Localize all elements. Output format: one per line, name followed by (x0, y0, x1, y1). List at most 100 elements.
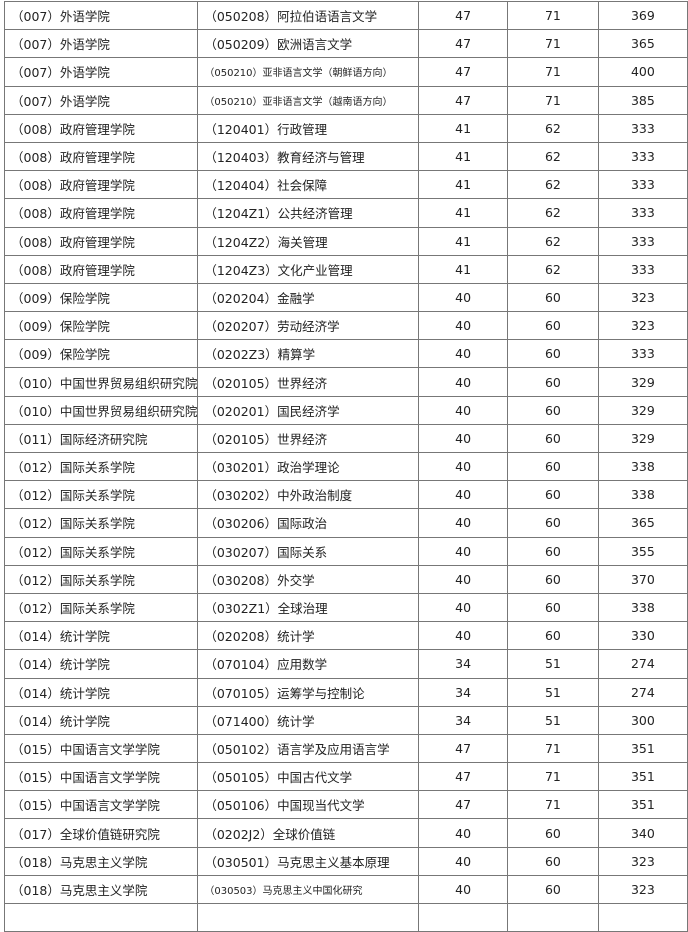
score-b-cell: 62 (507, 141, 599, 172)
table-row: （008）政府管理学院 （120401）行政管理 41 62 333 (3, 113, 688, 143)
table-row: （009）保险学院 （020207）劳动经济学 40 60 323 (3, 311, 688, 341)
table-row: （008）政府管理学院 （120403）教育经济与管理 41 62 333 (3, 141, 688, 172)
score-b-cell: 60 (507, 621, 599, 651)
major-cell: （050210）亚非语言文学（朝鲜语方向） (197, 57, 420, 87)
score-table: （007）外语学院 （050208）阿拉伯语语言文学 47 71 369 （007）外语学… (3, 0, 688, 932)
college-cell: （009）保险学院 (3, 282, 199, 313)
total-score-cell: 351 (597, 790, 688, 820)
college-cell: （012）国际关系学院 (3, 536, 199, 566)
table-row: （014）统计学院 （070105）运筹学与控制论 34 51 274 (3, 677, 688, 707)
score-b-cell: 71 (507, 85, 599, 115)
score-a-cell: 41 (418, 170, 509, 200)
table-row: （012）国际关系学院 （0302Z1）全球治理 40 60 338 (3, 592, 688, 623)
total-score-cell: 338 (597, 592, 688, 623)
college-cell: （008）政府管理学院 (3, 141, 199, 172)
major-cell: （0202J2）全球价值链 (197, 818, 420, 848)
college-cell: （008）政府管理学院 (3, 170, 199, 200)
score-a-cell: 40 (418, 339, 509, 369)
score-a-cell: 41 (418, 113, 509, 143)
major-cell: （050105）中国古代文学 (197, 762, 420, 792)
score-b-cell: 71 (507, 29, 599, 59)
total-score-cell: 333 (597, 226, 688, 256)
major-cell: （030503）马克思主义中国化研究 (197, 874, 420, 905)
total-score-cell: 338 (597, 480, 688, 510)
score-b-cell: 71 (507, 733, 599, 764)
major-cell: （020207）劳动经济学 (197, 311, 420, 341)
total-score-cell: 365 (597, 508, 688, 538)
empty-cell (197, 902, 420, 932)
score-a-cell: 40 (418, 621, 509, 651)
major-cell: （1204Z3）文化产业管理 (197, 254, 420, 284)
score-a-cell: 40 (418, 564, 509, 594)
college-cell: （018）马克思主义学院 (3, 846, 199, 876)
college-cell: （007）外语学院 (3, 29, 199, 59)
college-cell: （012）国际关系学院 (3, 480, 199, 510)
score-b-cell: 60 (507, 395, 599, 425)
total-score-cell: 400 (597, 57, 688, 87)
college-cell: （007）外语学院 (3, 0, 199, 31)
score-b-cell: 62 (507, 170, 599, 200)
score-a-cell: 40 (418, 592, 509, 623)
total-score-cell: 333 (597, 339, 688, 369)
total-score-cell: 340 (597, 818, 688, 848)
major-cell: （030201）政治学理论 (197, 451, 420, 482)
table-row: （018）马克思主义学院 （030501）马克思主义基本原理 40 60 323 (3, 846, 688, 876)
score-a-cell: 47 (418, 57, 509, 87)
major-cell: （020105）世界经济 (197, 423, 420, 454)
score-b-cell: 60 (507, 508, 599, 538)
total-score-cell: 369 (597, 0, 688, 31)
major-cell: （020208）统计学 (197, 621, 420, 651)
total-score-cell: 333 (597, 170, 688, 200)
major-cell: （030207）国际关系 (197, 536, 420, 566)
table-row: （015）中国语言文学学院 （050105）中国古代文学 47 71 351 (3, 762, 688, 792)
score-b-cell: 60 (507, 564, 599, 594)
table-row: （011）国际经济研究院 （020105）世界经济 40 60 329 (3, 423, 688, 454)
major-cell: （030208）外交学 (197, 564, 420, 594)
table-row: （015）中国语言文学学院 （050102）语言学及应用语言学 47 71 351 (3, 733, 688, 764)
table-row: （012）国际关系学院 （030208）外交学 40 60 370 (3, 564, 688, 594)
table-row: （017）全球价值链研究院 （0202J2）全球价值链 40 60 340 (3, 818, 688, 848)
total-score-cell: 333 (597, 141, 688, 172)
score-b-cell: 60 (507, 874, 599, 905)
table-row: （015）中国语言文学学院 （050106）中国现当代文学 47 71 351 (3, 790, 688, 820)
score-a-cell: 34 (418, 649, 509, 679)
total-score-cell: 323 (597, 311, 688, 341)
score-b-cell: 60 (507, 339, 599, 369)
college-cell: （014）统计学院 (3, 649, 199, 679)
empty-cell (418, 902, 509, 932)
table-row: （008）政府管理学院 （1204Z3）文化产业管理 41 62 333 (3, 254, 688, 284)
table-row: （007）外语学院 （050210）亚非语言文学（越南语方向） 47 71 385 (3, 85, 688, 115)
score-a-cell: 40 (418, 423, 509, 454)
score-a-cell: 40 (418, 311, 509, 341)
score-a-cell: 40 (418, 282, 509, 313)
score-a-cell: 47 (418, 733, 509, 764)
table-row: （014）统计学院 （070104）应用数学 34 51 274 (3, 649, 688, 679)
major-cell: （120403）教育经济与管理 (197, 141, 420, 172)
major-cell: （030501）马克思主义基本原理 (197, 846, 420, 876)
college-cell: （007）外语学院 (3, 85, 199, 115)
college-cell: （008）政府管理学院 (3, 226, 199, 256)
total-score-cell: 365 (597, 29, 688, 59)
major-cell: （050208）阿拉伯语语言文学 (197, 0, 420, 31)
total-score-cell: 330 (597, 621, 688, 651)
college-cell: （015）中国语言文学学院 (3, 733, 199, 764)
major-cell: （020204）金融学 (197, 282, 420, 313)
college-cell: （009）保险学院 (3, 311, 199, 341)
table-row: （010）中国世界贸易组织研究院 （020201）国民经济学 40 60 329 (3, 395, 688, 425)
table-row: （008）政府管理学院 （1204Z2）海关管理 41 62 333 (3, 226, 688, 256)
table-row: （014）统计学院 （071400）统计学 34 51 300 (3, 705, 688, 735)
score-a-cell: 40 (418, 451, 509, 482)
empty-cell (3, 902, 199, 932)
score-a-cell: 40 (418, 818, 509, 848)
table-row: （008）政府管理学院 （120404）社会保障 41 62 333 (3, 170, 688, 200)
major-cell: （050106）中国现当代文学 (197, 790, 420, 820)
score-a-cell: 40 (418, 480, 509, 510)
score-b-cell: 71 (507, 790, 599, 820)
total-score-cell: 333 (597, 254, 688, 284)
score-a-cell: 41 (418, 141, 509, 172)
total-score-cell: 329 (597, 367, 688, 397)
major-cell: （050210）亚非语言文学（越南语方向） (197, 85, 420, 115)
empty-cell (597, 902, 688, 932)
table-row: （010）中国世界贸易组织研究院 （020105）世界经济 40 60 329 (3, 367, 688, 397)
major-cell: （050209）欧洲语言文学 (197, 29, 420, 59)
